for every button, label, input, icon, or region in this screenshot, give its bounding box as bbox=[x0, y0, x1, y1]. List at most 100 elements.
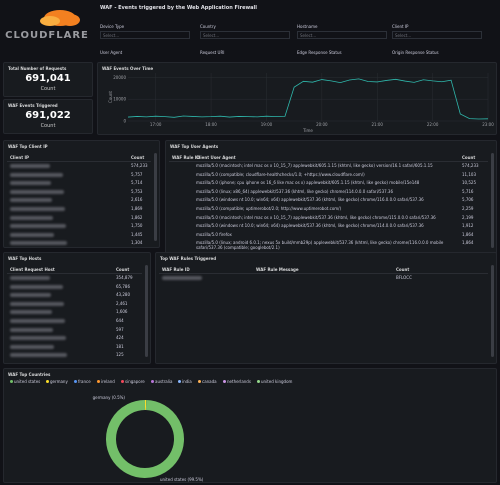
filter-select[interactable]: Select... bbox=[392, 31, 482, 39]
panel-title: Top WAF Rules Triggered bbox=[160, 256, 217, 261]
legend-label: netherlands bbox=[227, 379, 251, 384]
x-tick-label: 23:00 bbox=[482, 122, 494, 127]
donut-slice bbox=[106, 400, 184, 478]
divider bbox=[7, 273, 142, 274]
redacted bbox=[10, 301, 64, 306]
legend-item: united states bbox=[10, 379, 40, 384]
cell: 424 bbox=[116, 335, 124, 341]
legend-label: germany bbox=[50, 379, 68, 384]
filter-label: User Agent bbox=[100, 50, 123, 55]
legend-swatch bbox=[10, 380, 13, 383]
x-tick-label: 17:00 bbox=[150, 122, 162, 127]
scrollbar bbox=[491, 265, 494, 357]
filter-label: Request URI bbox=[200, 50, 225, 55]
filter-select[interactable]: Select... bbox=[200, 31, 290, 39]
cell: 5,753 bbox=[131, 188, 143, 194]
legend-swatch bbox=[151, 380, 154, 383]
legend-item: india bbox=[178, 379, 192, 384]
slice-label: united states (99.5%) bbox=[160, 477, 204, 482]
cell: 43,280 bbox=[116, 292, 130, 298]
x-tick-label: 21:00 bbox=[371, 122, 383, 127]
y-tick-label: 10000 bbox=[113, 97, 126, 102]
filter-label: Edge Response Status bbox=[297, 50, 342, 55]
panel-title: WAF Events Over Time bbox=[102, 66, 154, 71]
legend-swatch bbox=[97, 380, 100, 383]
panel-title: WAF Top Client IP bbox=[8, 144, 48, 149]
legend-item: netherlands bbox=[223, 379, 251, 384]
filter-label: Hostname bbox=[297, 24, 318, 29]
column-header: Client User Agent bbox=[196, 155, 236, 160]
panel: WAF Events Over Time 0 10000 20000 17:00 18:0… bbox=[97, 62, 497, 135]
x-axis-label: Time bbox=[302, 128, 313, 133]
legend-label: france bbox=[78, 379, 91, 384]
filter-select[interactable]: Select... bbox=[297, 31, 387, 39]
panel: Total Number of Requests 691,041 Count bbox=[3, 62, 93, 97]
legend-swatch bbox=[178, 380, 181, 383]
line-chart: 0 10000 20000 17:00 18:00 19:00 20:00 21:00 22:0… bbox=[108, 73, 494, 133]
cell: mozilla/5.0 (linux; android 6.0.1; nexus… bbox=[196, 240, 444, 250]
redacted bbox=[10, 207, 65, 211]
legend-item: united kingdom bbox=[257, 379, 292, 384]
cell: mozilla/5.0 (iphone; cpu iphone os 16_6 … bbox=[196, 180, 420, 186]
stat-unit: Count bbox=[40, 123, 56, 129]
y-tick-label: 0 bbox=[123, 119, 126, 124]
placeholder: Select... bbox=[395, 33, 412, 38]
stat-value: 691,022 bbox=[25, 110, 71, 121]
panel-title: WAF Top Hosts bbox=[8, 256, 42, 261]
brand: CLOUDFLARE bbox=[5, 30, 89, 41]
redacted bbox=[10, 353, 67, 358]
cell: 65,786 bbox=[116, 283, 130, 289]
legend-label: united states bbox=[14, 379, 41, 384]
legend-swatch bbox=[198, 380, 201, 383]
y-tick-label: 20000 bbox=[113, 75, 126, 80]
redacted bbox=[10, 215, 53, 220]
y-axis-label: Count bbox=[108, 91, 113, 103]
panel: WAF Top Client IP Client IP Count 574,233 5,… bbox=[3, 140, 160, 248]
cell: 2,259 bbox=[462, 206, 474, 211]
cell: 2,616 bbox=[131, 197, 143, 203]
cell: 1,864 bbox=[462, 231, 474, 237]
cell: 5,716 bbox=[462, 188, 474, 194]
redacted bbox=[162, 276, 202, 280]
scrollbar bbox=[145, 265, 148, 357]
column-header: WAF Rule Message bbox=[256, 267, 299, 272]
cell: 1,864 bbox=[462, 240, 474, 246]
x-tick-label: 22:00 bbox=[427, 122, 439, 127]
line bbox=[127, 78, 489, 120]
cell: 1,606 bbox=[116, 309, 128, 315]
x-tick-label: 20:00 bbox=[316, 122, 328, 127]
filter-select[interactable]: Select... bbox=[100, 31, 190, 39]
panel: Top WAF Rules Triggered WAF Rule ID WAF Ru… bbox=[155, 252, 497, 364]
filter-label: Origin Response Status bbox=[392, 50, 439, 55]
x-tick-label: 18:00 bbox=[205, 122, 217, 127]
legend-label: united kingdom bbox=[261, 379, 293, 384]
scrollbar bbox=[491, 153, 494, 248]
stat-unit: Count bbox=[40, 86, 56, 92]
panel-title: WAF Top Countries bbox=[8, 372, 51, 377]
legend-swatch bbox=[223, 380, 226, 383]
redacted bbox=[10, 181, 51, 186]
cell: 181 bbox=[116, 343, 124, 349]
cell: mozilla/5.0 (macintosh; intel mac os x 1… bbox=[196, 163, 433, 168]
cell: 1,445 bbox=[131, 231, 143, 237]
cell: mozilla/5.0 (compatible; uptimerobot/2.0… bbox=[196, 206, 342, 211]
cell: 5,757 bbox=[131, 171, 143, 177]
redacted bbox=[10, 336, 66, 341]
legend-item: ireland bbox=[97, 379, 115, 384]
column-header: WAF Rule ID bbox=[162, 267, 190, 272]
redacted bbox=[10, 319, 65, 323]
legend-swatch bbox=[46, 380, 49, 383]
cell: BFLOCC bbox=[396, 275, 412, 280]
cell: 10,525 bbox=[462, 180, 476, 186]
cell: mozilla/5.0 (windows nt 10.0; win64; x64… bbox=[196, 197, 424, 203]
x-tick-label: 19:00 bbox=[261, 122, 273, 127]
divider bbox=[7, 161, 151, 162]
slice-label: germany (0.5%) bbox=[93, 395, 126, 400]
cell: mozilla/5.0 (macintosh; intel mac os x 1… bbox=[196, 214, 436, 220]
legend-swatch bbox=[74, 380, 77, 383]
cell: 574,233 bbox=[131, 163, 148, 168]
cell: mozilla/5.0 (windows nt 10.0; win64; x64… bbox=[196, 223, 424, 229]
panel: WAF Top Hosts Client Request Host Count 354… bbox=[3, 252, 151, 364]
